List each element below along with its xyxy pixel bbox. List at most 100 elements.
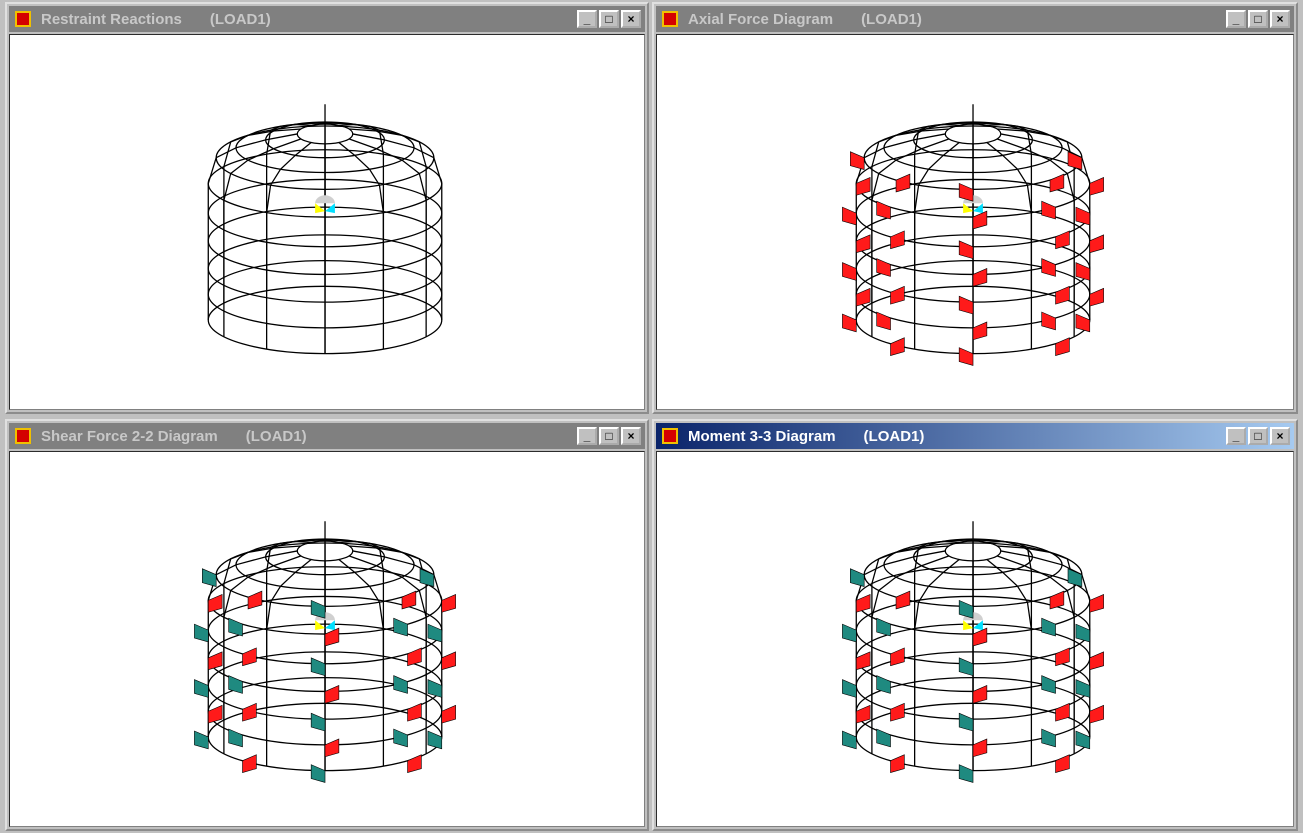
force-diagram-patch: [958, 347, 974, 366]
force-diagram-patch: [1041, 200, 1056, 220]
meridian: [914, 559, 960, 767]
force-diagram-patch: [1041, 675, 1056, 694]
meridian: [348, 128, 427, 304]
window: Restraint Reactions (LOAD1) _ □ ×: [5, 2, 649, 414]
force-diagram-patch: [1055, 230, 1070, 250]
force-diagram-patch: [1055, 337, 1070, 356]
force-diagram-patch: [855, 287, 871, 307]
axis-marker-cyan: [325, 203, 335, 214]
force-diagram-patch: [958, 240, 974, 260]
force-diagram-patch: [242, 754, 257, 773]
title-bar: Moment 3-3 Diagram (LOAD1) _ □ ×: [656, 423, 1294, 449]
force-diagram-patch: [1089, 287, 1104, 307]
close-button[interactable]: ×: [621, 427, 641, 445]
force-diagram-patch: [228, 617, 243, 637]
axis-marker-yellow: [315, 203, 326, 214]
structure-drawing: [194, 521, 456, 783]
title-bar: Restraint Reactions (LOAD1) _ □ ×: [9, 6, 645, 32]
meridian: [996, 128, 1075, 304]
force-diagram-patch: [207, 594, 223, 613]
meridian: [914, 142, 960, 350]
maximize-button[interactable]: □: [1248, 427, 1268, 445]
viewport: [656, 451, 1294, 827]
force-diagram-patch: [1089, 594, 1104, 613]
meridian: [352, 133, 443, 320]
meridian: [986, 123, 1033, 291]
force-diagram-patch: [855, 594, 871, 613]
maximize-button[interactable]: □: [599, 427, 619, 445]
force-diagram-patch: [855, 651, 871, 671]
structure-drawing: [207, 104, 443, 355]
meridian: [207, 133, 298, 320]
force-diagram-patch: [441, 651, 456, 671]
viewport: [9, 451, 645, 827]
meridian: [207, 550, 298, 737]
force-diagram-patch: [419, 568, 435, 587]
window: Shear Force 2-2 Diagram (LOAD1) _ □ ×: [5, 419, 649, 831]
force-diagram-patch: [876, 675, 891, 694]
force-diagram-patch: [393, 675, 408, 694]
force-diagram-patch: [842, 206, 857, 226]
meridian: [223, 555, 302, 754]
force-diagram-patch: [1067, 568, 1083, 587]
force-diagram-patch: [207, 651, 223, 671]
force-diagram-patch: [1041, 617, 1056, 637]
maximize-button[interactable]: □: [1248, 10, 1268, 28]
force-diagram-patch: [1055, 754, 1070, 773]
force-diagram-patch: [1055, 702, 1070, 722]
force-diagram-patch: [1055, 647, 1070, 667]
force-diagram-patch: [850, 151, 865, 170]
force-diagram-patch: [972, 627, 988, 647]
load-case: (LOAD1): [245, 427, 307, 445]
force-diagram-patch: [242, 647, 257, 667]
force-diagram-patch: [890, 230, 905, 250]
close-button[interactable]: ×: [1270, 427, 1290, 445]
force-diagram-patch: [1049, 590, 1065, 610]
force-diagram-patch: [972, 685, 988, 704]
window-title: Shear Force 2-2 Diagram: [41, 427, 218, 445]
wireframe: [207, 104, 443, 355]
meridian: [266, 559, 312, 767]
minimize-button[interactable]: _: [577, 427, 597, 445]
force-diagram-patch: [310, 712, 326, 732]
maximize-button[interactable]: □: [599, 10, 619, 28]
force-diagram-patch: [194, 679, 209, 698]
force-diagram-patch: [1075, 730, 1091, 750]
force-diagram-patch: [842, 262, 857, 281]
force-diagram-patch: [1049, 173, 1065, 193]
force-diagram-patch: [194, 730, 209, 750]
close-button[interactable]: ×: [1270, 10, 1290, 28]
force-diagram-patch: [895, 590, 911, 610]
meridian: [348, 138, 427, 337]
load-case: (LOAD1): [863, 427, 925, 445]
force-diagram-patch: [310, 657, 326, 677]
meridian: [986, 540, 1033, 708]
axis-marker-yellow: [315, 620, 326, 631]
meridian: [871, 138, 950, 337]
force-diagram-patch: [842, 730, 857, 750]
force-diagram-patch: [958, 295, 974, 315]
force-diagram-patch: [972, 738, 988, 758]
force-diagram-patch: [1055, 285, 1070, 305]
force-diagram-patch: [407, 702, 422, 722]
minimize-button[interactable]: _: [577, 10, 597, 28]
axis-marker-yellow: [963, 203, 974, 214]
load-case: (LOAD1): [861, 10, 922, 28]
close-button[interactable]: ×: [621, 10, 641, 28]
force-diagram-patch: [1089, 177, 1104, 196]
force-diagram-patch: [855, 234, 871, 254]
force-diagram-patch: [324, 738, 340, 758]
force-diagram-patch: [1041, 258, 1056, 277]
force-diagram-patch: [441, 704, 456, 724]
axis-marker-gray: [315, 195, 335, 204]
minimize-button[interactable]: _: [1226, 427, 1246, 445]
force-diagram-patch: [890, 754, 905, 773]
force-diagram-patch: [850, 568, 865, 587]
force-diagram-patch: [1041, 728, 1056, 748]
meridian: [855, 550, 946, 737]
force-diagram-patch: [890, 337, 905, 356]
axis-marker-cyan: [973, 620, 983, 631]
minimize-button[interactable]: _: [1226, 10, 1246, 28]
app-icon: [662, 428, 678, 444]
